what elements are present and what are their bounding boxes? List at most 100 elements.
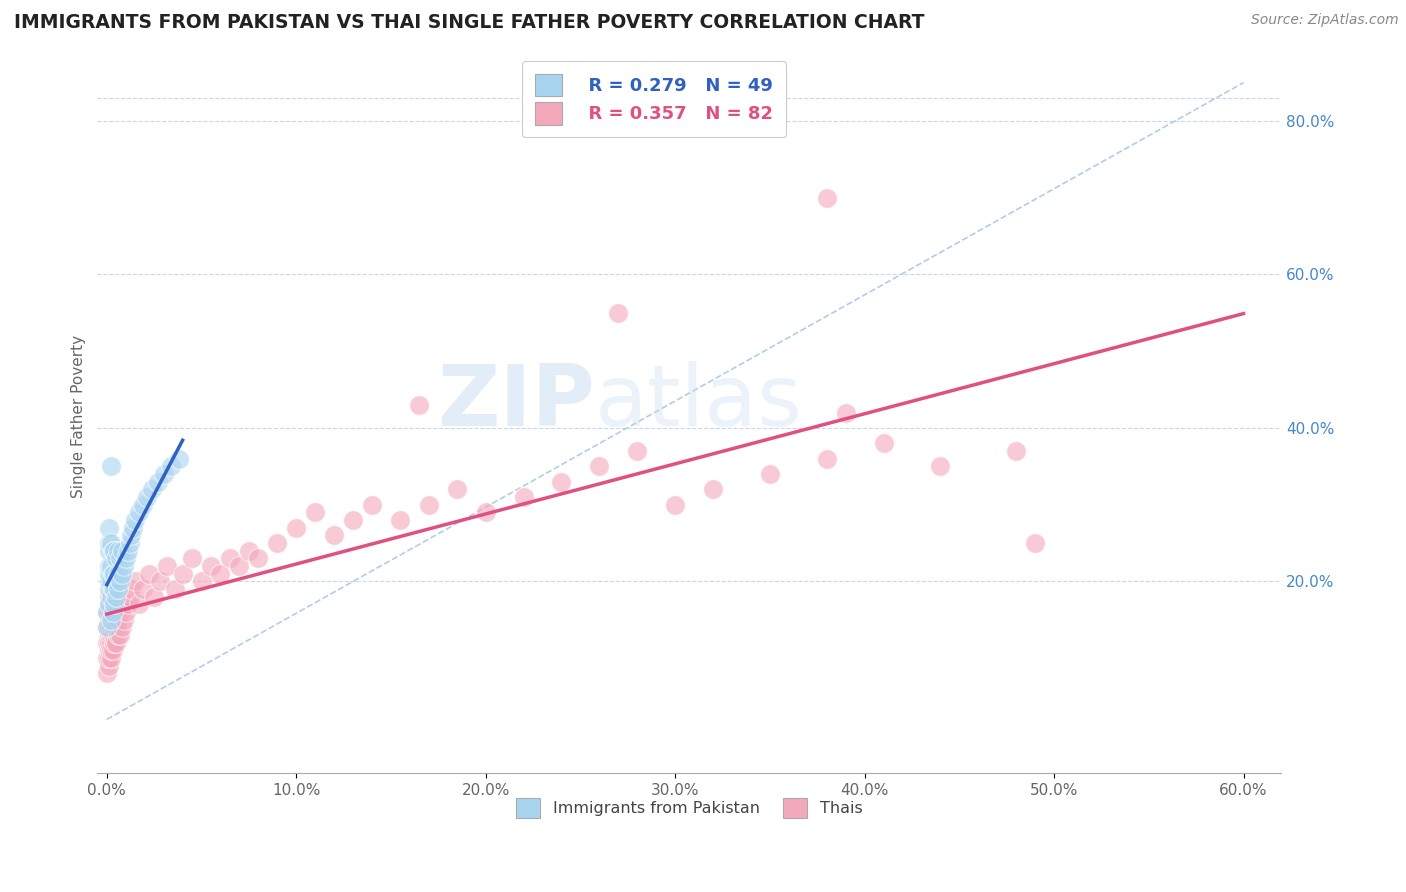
Point — [111, 597, 134, 611]
Point — [97, 536, 120, 550]
Point — [702, 482, 724, 496]
Point — [929, 459, 952, 474]
Point — [96, 651, 118, 665]
Point — [96, 635, 118, 649]
Point — [101, 543, 124, 558]
Point — [143, 590, 166, 604]
Text: ZIP: ZIP — [437, 360, 595, 443]
Point — [100, 635, 122, 649]
Point — [389, 513, 412, 527]
Point — [105, 551, 128, 566]
Point — [118, 590, 141, 604]
Point — [103, 590, 125, 604]
Point — [1005, 443, 1028, 458]
Point — [146, 475, 169, 489]
Point — [97, 520, 120, 534]
Point — [190, 574, 212, 589]
Point — [103, 597, 125, 611]
Point — [100, 558, 122, 573]
Point — [100, 613, 122, 627]
Point — [100, 613, 122, 627]
Point — [167, 451, 190, 466]
Point — [97, 628, 120, 642]
Point — [97, 558, 120, 573]
Point — [97, 651, 120, 665]
Point — [100, 574, 122, 589]
Text: Source: ZipAtlas.com: Source: ZipAtlas.com — [1251, 13, 1399, 28]
Point — [759, 467, 782, 481]
Point — [512, 490, 534, 504]
Point — [107, 628, 129, 642]
Point — [132, 582, 155, 596]
Point — [1024, 536, 1046, 550]
Point — [97, 658, 120, 673]
Point — [120, 582, 142, 596]
Point — [418, 498, 440, 512]
Point — [607, 306, 630, 320]
Point — [100, 536, 122, 550]
Point — [111, 543, 134, 558]
Point — [181, 551, 204, 566]
Point — [107, 582, 129, 596]
Point — [361, 498, 384, 512]
Point — [815, 191, 838, 205]
Point — [141, 482, 163, 496]
Point — [228, 558, 250, 573]
Point — [97, 566, 120, 581]
Point — [124, 513, 146, 527]
Point — [872, 436, 894, 450]
Point — [117, 543, 139, 558]
Y-axis label: Single Father Poverty: Single Father Poverty — [72, 334, 86, 498]
Point — [96, 620, 118, 634]
Point — [105, 635, 128, 649]
Point — [101, 613, 124, 627]
Point — [132, 498, 155, 512]
Point — [107, 543, 129, 558]
Point — [588, 459, 610, 474]
Point — [97, 613, 120, 627]
Point — [101, 566, 124, 581]
Point — [160, 459, 183, 474]
Point — [97, 597, 120, 611]
Point — [96, 620, 118, 634]
Point — [103, 543, 125, 558]
Point — [323, 528, 346, 542]
Point — [664, 498, 686, 512]
Point — [100, 620, 122, 634]
Point — [149, 574, 172, 589]
Point — [97, 590, 120, 604]
Point — [108, 628, 131, 642]
Point — [100, 643, 122, 657]
Point — [247, 551, 270, 566]
Point — [97, 574, 120, 589]
Point — [96, 605, 118, 619]
Point — [163, 582, 186, 596]
Point — [120, 528, 142, 542]
Point — [342, 513, 364, 527]
Point — [135, 490, 157, 504]
Point — [101, 643, 124, 657]
Point — [266, 536, 288, 550]
Point — [834, 405, 856, 419]
Point — [114, 605, 136, 619]
Point — [97, 620, 120, 634]
Point — [103, 566, 125, 581]
Point — [200, 558, 222, 573]
Point — [100, 605, 122, 619]
Point — [101, 605, 124, 619]
Point — [96, 666, 118, 681]
Point — [105, 590, 128, 604]
Point — [156, 558, 179, 573]
Point — [101, 582, 124, 596]
Point — [103, 582, 125, 596]
Point — [815, 451, 838, 466]
Text: IMMIGRANTS FROM PAKISTAN VS THAI SINGLE FATHER POVERTY CORRELATION CHART: IMMIGRANTS FROM PAKISTAN VS THAI SINGLE … — [14, 13, 925, 32]
Point — [118, 536, 141, 550]
Point — [97, 643, 120, 657]
Point — [111, 566, 134, 581]
Point — [238, 543, 260, 558]
Point — [107, 566, 129, 581]
Point — [101, 597, 124, 611]
Point — [105, 574, 128, 589]
Point — [114, 551, 136, 566]
